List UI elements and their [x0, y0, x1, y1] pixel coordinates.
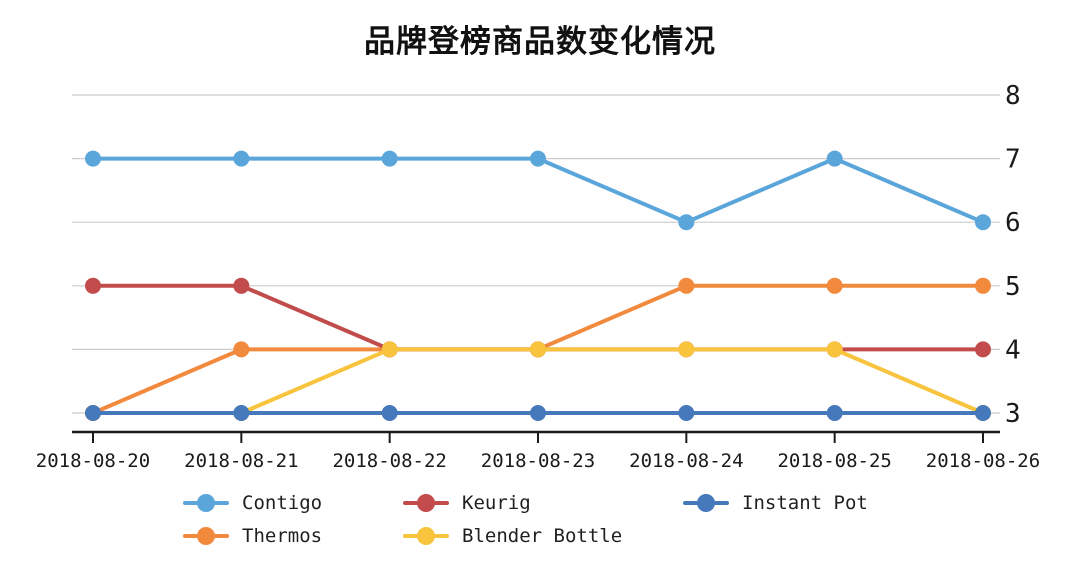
- data-point-contigo-0: [85, 150, 101, 167]
- chart-title: 品牌登榜商品数变化情况: [364, 24, 716, 60]
- x-tick-label: 2018-08-26: [926, 450, 1040, 472]
- data-point-contigo-1: [233, 150, 250, 167]
- data-point-contigo-3: [530, 150, 546, 167]
- data-point-instant-pot-1: [233, 405, 250, 421]
- data-point-blender-bottle-2: [381, 341, 398, 358]
- data-point-thermos-1: [233, 341, 250, 358]
- series-line-contigo: [91, 156, 985, 225]
- data-point-contigo-2: [381, 150, 398, 167]
- data-point-thermos-4: [678, 277, 695, 294]
- x-tick-label: 2018-08-22: [332, 450, 446, 472]
- data-point-instant-pot-6: [975, 405, 991, 421]
- series-line-keurig: [91, 283, 985, 352]
- data-point-instant-pot-0: [85, 405, 101, 421]
- data-point-contigo-4: [678, 214, 695, 231]
- y-tick-label: 8: [1005, 81, 1021, 111]
- data-point-keurig-1: [233, 277, 250, 294]
- y-tick-label: 5: [1005, 272, 1021, 302]
- data-point-instant-pot-4: [678, 405, 695, 421]
- series-line-blender-bottle: [91, 347, 985, 415]
- x-tick-label: 2018-08-21: [184, 450, 298, 472]
- data-point-contigo-6: [975, 214, 991, 231]
- y-tick-label: 4: [1005, 335, 1021, 365]
- data-point-keurig-0: [85, 277, 101, 294]
- y-tick-label: 6: [1005, 208, 1021, 238]
- data-point-thermos-6: [975, 277, 991, 294]
- data-point-instant-pot-5: [826, 405, 843, 421]
- y-tick-label: 7: [1005, 145, 1021, 175]
- data-point-keurig-6: [975, 341, 991, 358]
- data-point-blender-bottle-4: [678, 341, 695, 358]
- data-point-blender-bottle-5: [826, 341, 843, 358]
- y-tick-label: 3: [1005, 399, 1021, 429]
- x-tick-label: 2018-08-20: [36, 450, 150, 472]
- x-tick-label: 2018-08-23: [481, 450, 595, 472]
- data-point-contigo-5: [826, 150, 843, 167]
- x-tick-label: 2018-08-25: [777, 450, 891, 472]
- data-point-blender-bottle-3: [530, 341, 546, 358]
- x-tick-label: 2018-08-24: [629, 450, 743, 472]
- data-point-instant-pot-2: [381, 405, 398, 421]
- data-point-thermos-5: [826, 277, 843, 294]
- data-point-instant-pot-3: [530, 405, 546, 421]
